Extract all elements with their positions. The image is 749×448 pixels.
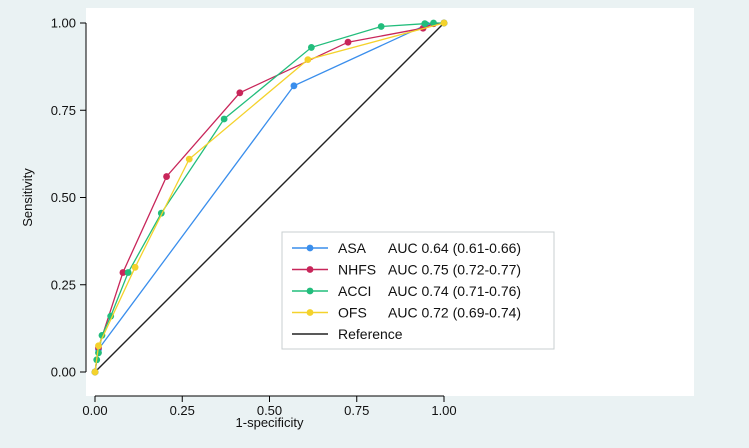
legend-auc-label: AUC 0.75 (0.72-0.77) <box>388 262 521 278</box>
series-line-reference <box>94 22 445 373</box>
legend-series-name: Reference <box>338 326 403 342</box>
series-ofs <box>91 19 448 376</box>
legend-key-marker <box>306 287 314 295</box>
data-point-nhfs <box>119 269 127 276</box>
legend-key-marker <box>306 309 314 316</box>
legend-auc-label: AUC 0.74 (0.71-0.76) <box>388 283 521 299</box>
y-tick-label: 0.50 <box>51 190 76 205</box>
data-point-ofs <box>91 368 99 376</box>
y-tick-label: 0.25 <box>51 277 76 292</box>
x-tick-label: 1.00 <box>431 403 456 418</box>
x-tick-label: 0.25 <box>170 403 195 418</box>
legend-item-ofs: OFS AUC 0.72 (0.69-0.74) <box>292 305 521 321</box>
legend-item-acci: ACCI AUC 0.74 (0.71-0.76) <box>292 283 521 299</box>
legend-auc-label: AUC 0.72 (0.69-0.74) <box>388 305 521 321</box>
legend-auc-label: AUC 0.64 (0.61-0.66) <box>388 240 521 256</box>
x-axis-ticks: 0.00 0.25 0.50 0.75 1.00 <box>82 396 457 418</box>
y-tick-label: 0.75 <box>51 103 76 118</box>
y-tick-label: 0.00 <box>51 365 76 380</box>
data-point-ofs <box>131 263 139 271</box>
legend: ASA AUC 0.64 (0.61-0.66) NHFS AUC 0.75 (0.7… <box>281 231 555 350</box>
data-point-ofs <box>95 342 102 350</box>
x-tick-label: 0.75 <box>344 403 369 418</box>
data-point-asa <box>290 82 298 90</box>
data-point-nhfs <box>163 173 170 180</box>
legend-item-asa: ASA AUC 0.64 (0.61-0.66) <box>292 240 521 256</box>
data-point-acci <box>377 23 385 30</box>
data-point-acci <box>421 20 429 28</box>
legend-series-name: NHFS <box>338 262 376 278</box>
data-point-acci <box>220 115 228 123</box>
legend-key-marker <box>306 266 314 273</box>
data-point-acci <box>124 269 132 276</box>
data-point-ofs <box>185 155 193 163</box>
data-point-nhfs <box>344 38 352 46</box>
y-tick-label: 1.00 <box>51 16 76 31</box>
series-reference <box>94 22 445 373</box>
legend-item-nhfs: NHFS AUC 0.75 (0.72-0.77) <box>292 262 521 278</box>
axes: 0.00 0.25 0.50 0.75 1.00 0.00 0.25 0.50 0.75 1.0… <box>20 16 457 431</box>
data-point-ofs <box>304 56 312 64</box>
x-tick-label: 0.50 <box>257 403 282 418</box>
x-tick-label: 0.00 <box>82 403 107 418</box>
data-point-nhfs <box>236 89 244 97</box>
legend-series-name: ASA <box>338 240 367 256</box>
legend-series-name: OFS <box>338 305 367 321</box>
data-point-ofs <box>440 19 448 27</box>
series-layer <box>91 19 448 376</box>
legend-item-reference: Reference <box>292 326 403 342</box>
y-axis-ticks: 0.00 0.25 0.50 0.75 1.00 <box>51 16 86 380</box>
y-axis-title: Sensitivity <box>20 168 35 227</box>
series-line-ofs <box>94 22 445 373</box>
data-point-acci <box>307 44 315 51</box>
x-axis-title: 1-specificity <box>236 415 304 430</box>
legend-key-marker <box>306 244 314 252</box>
legend-series-name: ACCI <box>338 283 371 299</box>
